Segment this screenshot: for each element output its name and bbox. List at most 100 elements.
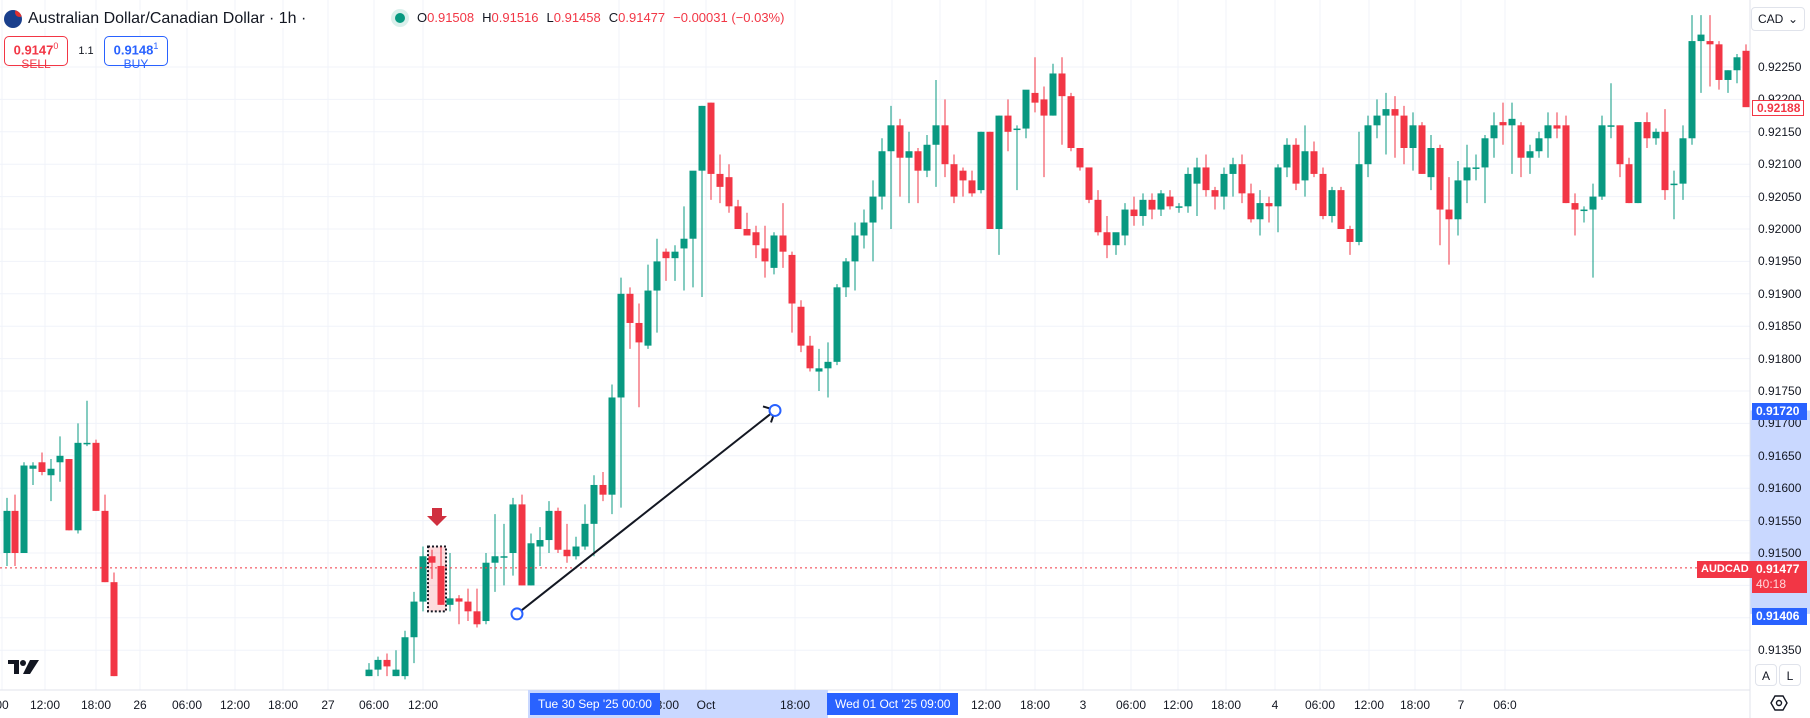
candle	[1211, 190, 1219, 197]
market-open-indicator-icon	[395, 12, 405, 23]
candle	[1328, 190, 1336, 217]
candle	[707, 102, 715, 174]
price-axis[interactable]: 0.922500.922000.921500.921000.920500.920…	[1750, 0, 1810, 690]
candle	[563, 549, 571, 557]
candle	[56, 455, 64, 463]
symbol-title[interactable]: Australian Dollar/Canadian Dollar · 1h ·	[28, 10, 307, 27]
price-tick: 0.91850	[1758, 319, 1802, 334]
candle	[92, 442, 100, 511]
time-tick: 7	[1457, 698, 1465, 712]
candle	[887, 125, 895, 152]
candle	[527, 543, 535, 586]
candle	[1364, 125, 1372, 165]
candle	[83, 442, 91, 445]
candle	[1013, 128, 1021, 131]
candle	[932, 125, 940, 145]
candle	[20, 465, 28, 553]
candle	[1076, 148, 1084, 168]
candle	[74, 442, 82, 531]
time-tick: 3	[1079, 698, 1087, 712]
candle	[446, 598, 454, 605]
candle	[545, 510, 553, 541]
low-value: 0.91458	[553, 10, 601, 25]
high-line-price-label: 0.92188	[1752, 100, 1804, 116]
auto-scale-button[interactable]: A	[1755, 664, 1777, 686]
candle	[743, 229, 751, 236]
time-tick: 18:00	[1210, 698, 1242, 712]
trend-line-start-handle[interactable]	[510, 607, 524, 621]
candle	[869, 196, 877, 223]
candle	[680, 238, 688, 249]
candle	[959, 170, 967, 181]
candle	[1067, 96, 1075, 148]
sell-signal-arrow-icon[interactable]	[427, 508, 447, 526]
candle	[1103, 232, 1111, 246]
candle	[896, 125, 904, 158]
currency-selector[interactable]: CAD ⌄	[1751, 7, 1805, 31]
candle	[518, 504, 526, 586]
candle	[1679, 138, 1687, 184]
candle	[806, 345, 814, 369]
candle	[1148, 199, 1156, 210]
candle	[101, 510, 109, 583]
current-price-label: 0.91477 40:18	[1752, 561, 1807, 593]
candle	[581, 523, 589, 547]
candle	[1229, 164, 1237, 174]
candle	[1256, 203, 1264, 220]
candle	[1526, 151, 1534, 158]
candle	[1688, 41, 1696, 139]
australia-flag-icon	[4, 10, 22, 28]
candle	[1301, 151, 1309, 181]
candle	[1292, 144, 1300, 184]
candle	[986, 131, 994, 229]
candle	[1202, 167, 1210, 191]
candle	[653, 261, 661, 291]
candle	[1139, 199, 1147, 217]
candle	[905, 151, 913, 158]
candle	[1130, 209, 1138, 217]
chevron-down-icon: ⌄	[1787, 12, 1798, 26]
change-value: −0.00031 (−0.03%)	[673, 10, 785, 25]
candle	[1310, 151, 1318, 174]
candle	[365, 669, 373, 677]
candle	[1553, 125, 1561, 129]
sell-button[interactable]: 0.91470 SELL	[4, 36, 68, 71]
candle	[698, 105, 706, 171]
candle	[671, 251, 679, 259]
price-tick: 0.91600	[1758, 481, 1802, 496]
candle	[689, 170, 697, 239]
settings-hexagon-icon[interactable]	[1770, 694, 1788, 717]
candle	[1382, 109, 1390, 116]
candle	[1634, 122, 1642, 204]
trend-line[interactable]	[516, 409, 776, 615]
candle	[851, 235, 859, 262]
candle	[995, 115, 1003, 229]
time-tick: 18:00	[80, 698, 112, 712]
candle	[1580, 209, 1588, 212]
time-tick: 18:00	[1019, 698, 1051, 712]
candle	[3, 510, 11, 553]
candle	[1031, 92, 1039, 103]
price-tick: 0.92250	[1758, 60, 1802, 74]
candle	[1706, 41, 1714, 45]
candle	[410, 601, 418, 638]
price-tick: 0.91750	[1758, 384, 1802, 398]
candle	[1184, 173, 1192, 207]
candle	[1508, 118, 1516, 126]
candle	[1670, 183, 1678, 186]
candle	[1400, 115, 1408, 148]
candle	[1040, 99, 1048, 116]
candle	[374, 659, 382, 670]
buy-button[interactable]: 0.91481 BUY	[104, 36, 168, 71]
time-tick: 18:00	[1399, 698, 1431, 712]
time-tick: 12:00	[29, 698, 61, 712]
open-label: O	[417, 10, 428, 25]
trend-line-end-handle[interactable]	[768, 403, 782, 417]
candle	[941, 125, 949, 165]
tradingview-logo-icon[interactable]	[8, 660, 40, 679]
time-tick: 06:00	[171, 698, 203, 712]
log-scale-button[interactable]: L	[1779, 664, 1801, 686]
candle	[1490, 125, 1498, 139]
bar-countdown: 40:18	[1756, 577, 1787, 591]
